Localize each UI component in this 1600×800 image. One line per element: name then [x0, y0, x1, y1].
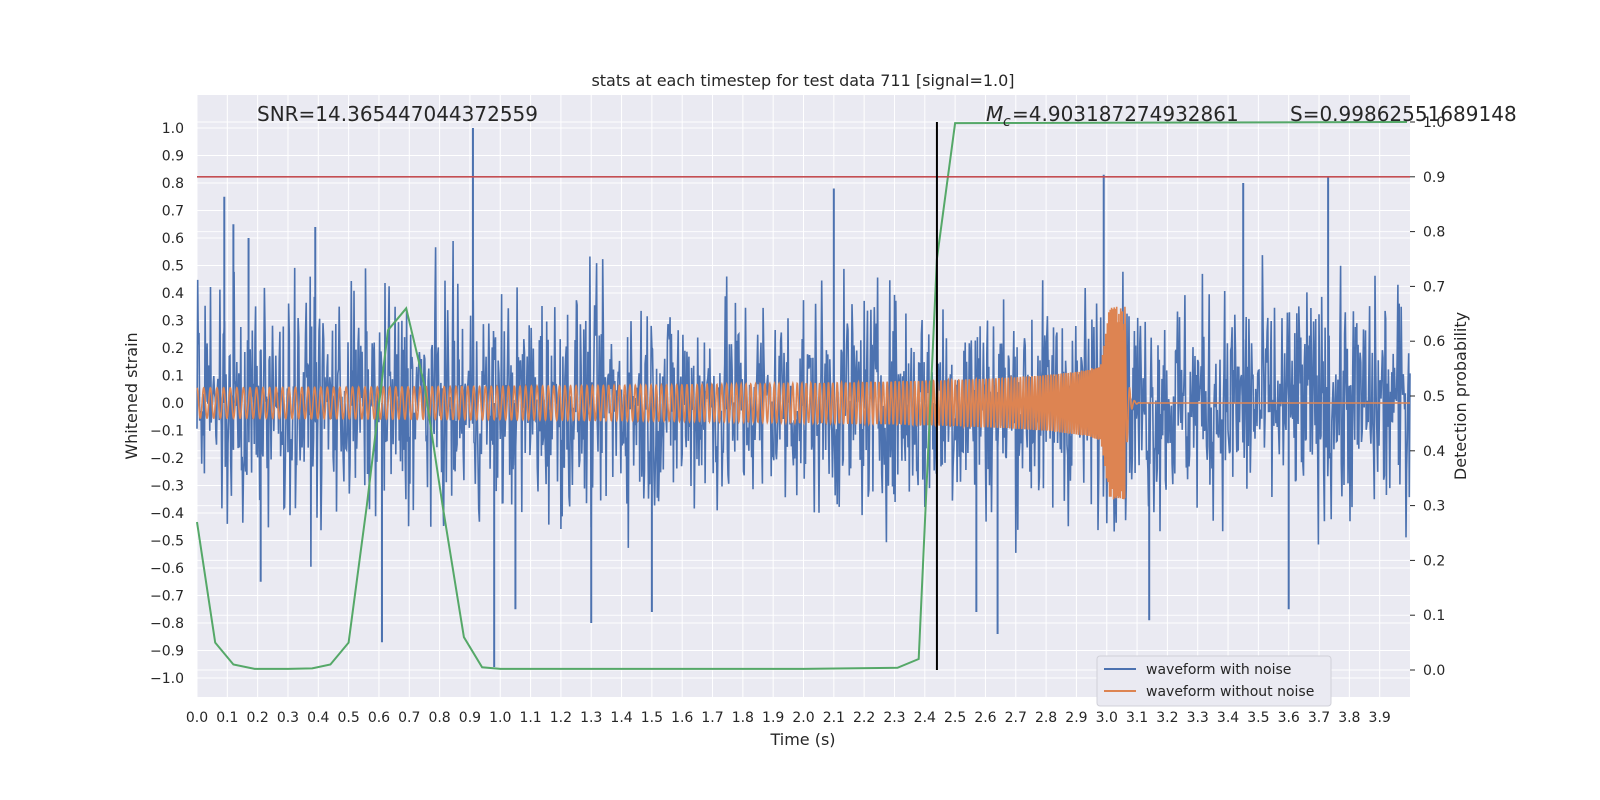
- chirp-line: [196, 306, 1410, 500]
- y-tick-label-left: 1.0: [162, 121, 184, 137]
- x-tick-label: 3.8: [1338, 710, 1360, 726]
- y-tick-label-right: 1.0: [1423, 115, 1445, 131]
- x-tick-label: 2.2: [853, 710, 875, 726]
- x-tick-label: 2.0: [792, 710, 814, 726]
- x-tick-label: 0.3: [277, 710, 299, 726]
- x-tick-label: 3.2: [1156, 710, 1178, 726]
- x-tick-label: 1.8: [732, 710, 754, 726]
- y-tick-label-left: −0.1: [150, 424, 184, 440]
- x-tick-label: 1.5: [641, 710, 663, 726]
- x-tick-label: 1.7: [701, 710, 723, 726]
- noise-line: [196, 240, 1411, 567]
- x-tick-label: 1.9: [762, 710, 784, 726]
- x-tick-label: 0.8: [428, 710, 450, 726]
- x-tick-label: 3.5: [1247, 710, 1269, 726]
- y-tick-label-left: 0.4: [162, 286, 184, 302]
- y-tick-label-left: 0.7: [162, 204, 184, 220]
- x-tick-label: 1.1: [519, 710, 541, 726]
- x-tick-label: 0.5: [337, 710, 359, 726]
- y-tick-label-left: −0.3: [150, 479, 184, 495]
- y-tick-label-left: −0.6: [150, 561, 184, 577]
- y-tick-label-left: −0.2: [150, 451, 184, 467]
- s-annotation: S=0.99862551689148: [1290, 102, 1517, 126]
- x-tick-label: 0.2: [247, 710, 269, 726]
- x-tick-labels: 0.0 0.1 0.2 0.3 0.4 0.5 0.6 0.7 0.8 0.9 1.0 1.1 1.2 1…: [186, 710, 1391, 726]
- y-tick-labels-right: 1.0 0.9 0.8 0.7 0.6 0.5 0.4 0.3 0.2 0.1 0.0: [1410, 115, 1445, 679]
- legend-label-noise: waveform with noise: [1146, 662, 1291, 678]
- y-tick-label-right: 0.3: [1423, 499, 1445, 515]
- x-tick-label: 1.3: [580, 710, 602, 726]
- y-tick-label-left: 0.5: [162, 259, 184, 275]
- y-tick-label-right: 0.9: [1423, 170, 1445, 186]
- y-tick-label-right: 0.7: [1423, 279, 1445, 295]
- y-tick-label-right: 0.4: [1423, 444, 1445, 460]
- x-tick-label: 3.9: [1369, 710, 1391, 726]
- series-waveform-without-noise: [196, 306, 1410, 500]
- y-tick-label-left: 0.3: [162, 314, 184, 330]
- x-tick-label: 3.6: [1278, 710, 1300, 726]
- chart-title: stats at each timestep for test data 711…: [591, 71, 1014, 90]
- y-tick-label-left: 0.2: [162, 341, 184, 357]
- x-tick-label: 2.8: [1035, 710, 1057, 726]
- y-axis-label-left: Whitened strain: [122, 332, 141, 459]
- x-tick-label: 0.0: [186, 710, 208, 726]
- y-tick-label-left: −0.9: [150, 644, 184, 660]
- y-tick-label-left: 0.1: [162, 369, 184, 385]
- y-tick-label-right: 0.0: [1423, 663, 1445, 679]
- mc-subscript: c: [1003, 114, 1011, 130]
- x-tick-label: 2.1: [823, 710, 845, 726]
- x-tick-label: 3.7: [1308, 710, 1330, 726]
- y-tick-label-right: 0.1: [1423, 608, 1445, 624]
- y-tick-labels-left: 1.0 0.9 0.8 0.7 0.6 0.5 0.4 0.3 0.2 0.1 0.0 −0.1 −0.…: [150, 121, 184, 687]
- mc-annotation: =4.903187274932861: [1012, 102, 1239, 126]
- x-tick-label: 0.6: [368, 710, 390, 726]
- y-tick-label-right: 0.8: [1423, 225, 1445, 241]
- x-tick-label: 2.7: [1005, 710, 1027, 726]
- y-axis-label-right: Detection probability: [1451, 312, 1470, 480]
- y-tick-label-left: −0.4: [150, 506, 184, 522]
- snr-annotation: SNR=14.365447044372559: [257, 102, 538, 126]
- series-waveform-with-noise: [196, 128, 1411, 667]
- y-tick-label-left: −1.0: [150, 671, 184, 687]
- x-tick-label: 1.2: [550, 710, 572, 726]
- overlays: [197, 122, 1410, 670]
- x-axis-label: Time (s): [769, 730, 835, 749]
- x-tick-label: 0.9: [459, 710, 481, 726]
- y-tick-label-left: 0.8: [162, 176, 184, 192]
- x-tick-label: 2.5: [944, 710, 966, 726]
- x-tick-label: 2.6: [974, 710, 996, 726]
- y-tick-label-left: 0.6: [162, 231, 184, 247]
- x-tick-label: 2.3: [883, 710, 905, 726]
- y-tick-label-right: 0.5: [1423, 389, 1445, 405]
- x-tick-label: 0.1: [216, 710, 238, 726]
- y-tick-label-left: −0.5: [150, 534, 184, 550]
- x-tick-label: 3.1: [1126, 710, 1148, 726]
- legend-label-clean: waveform without noise: [1146, 684, 1314, 700]
- x-tick-label: 3.4: [1217, 710, 1239, 726]
- y-tick-label-right: 0.2: [1423, 553, 1445, 569]
- y-tick-label-left: −0.7: [150, 589, 184, 605]
- x-tick-label: 2.9: [1065, 710, 1087, 726]
- y-tick-label-left: −0.8: [150, 616, 184, 632]
- y-tick-label-left: 0.0: [162, 396, 184, 412]
- series-detection-probability: [196, 121, 1408, 670]
- probability-line: [196, 121, 1408, 670]
- x-tick-label: 2.4: [914, 710, 936, 726]
- x-tick-label: 0.4: [307, 710, 329, 726]
- x-tick-label: 1.0: [489, 710, 511, 726]
- legend-box: [1096, 655, 1332, 707]
- x-tick-label: 3.0: [1096, 710, 1118, 726]
- x-tick-label: 3.3: [1187, 710, 1209, 726]
- mc-symbol: M: [986, 102, 1003, 126]
- y-tick-label-left: 0.9: [162, 149, 184, 165]
- x-tick-label: 0.7: [398, 710, 420, 726]
- legend: waveform with noise waveform without noi…: [1096, 655, 1332, 707]
- x-tick-label: 1.4: [610, 710, 632, 726]
- y-tick-label-right: 0.6: [1423, 334, 1445, 350]
- x-tick-label: 1.6: [671, 710, 693, 726]
